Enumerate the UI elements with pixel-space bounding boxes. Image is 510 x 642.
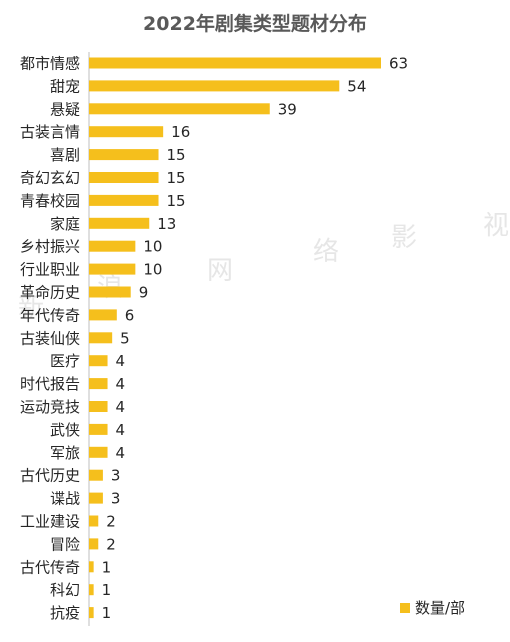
bar bbox=[89, 172, 159, 183]
category-label: 工业建设 bbox=[20, 513, 80, 531]
bar bbox=[89, 469, 103, 481]
data-label: 4 bbox=[116, 375, 126, 393]
legend: 数量/部 bbox=[400, 599, 465, 617]
bar bbox=[89, 126, 164, 138]
category-label: 科幻 bbox=[50, 581, 80, 599]
data-label: 15 bbox=[167, 146, 186, 164]
data-label: 1 bbox=[102, 581, 112, 599]
data-label: 16 bbox=[171, 123, 190, 141]
data-label: 1 bbox=[102, 604, 112, 622]
bar bbox=[89, 332, 113, 344]
bar bbox=[89, 538, 99, 550]
bar bbox=[89, 309, 117, 321]
bar bbox=[89, 492, 103, 504]
category-label: 武侠 bbox=[50, 421, 80, 439]
legend-swatch bbox=[400, 603, 410, 613]
category-label: 悬疑 bbox=[50, 100, 80, 118]
watermark-char: 影 bbox=[391, 223, 417, 253]
data-label: 13 bbox=[157, 215, 176, 233]
category-label: 古装言情 bbox=[20, 123, 80, 141]
data-label: 4 bbox=[116, 421, 126, 439]
category-label: 奇幻玄幻 bbox=[20, 169, 80, 187]
category-label: 都市情感 bbox=[20, 55, 80, 73]
bar bbox=[89, 217, 150, 229]
data-label: 3 bbox=[111, 467, 121, 485]
category-label: 冒险 bbox=[50, 535, 80, 553]
data-label: 1 bbox=[102, 558, 112, 576]
data-label: 10 bbox=[143, 238, 162, 256]
data-label: 63 bbox=[389, 55, 408, 73]
category-label: 古代历史 bbox=[20, 467, 80, 485]
data-label: 4 bbox=[116, 352, 126, 370]
bar bbox=[89, 378, 108, 390]
bar bbox=[89, 286, 131, 298]
data-label: 4 bbox=[116, 398, 126, 416]
watermark-layer: 新浪网络影视 bbox=[18, 211, 509, 323]
bar bbox=[89, 607, 94, 619]
bar bbox=[89, 240, 136, 252]
bar bbox=[89, 103, 270, 115]
category-label: 革命历史 bbox=[20, 284, 80, 302]
data-label: 5 bbox=[120, 329, 130, 347]
legend-label: 数量/部 bbox=[415, 599, 465, 617]
category-label: 喜剧 bbox=[50, 146, 80, 164]
bar bbox=[89, 57, 381, 69]
watermark-char: 络 bbox=[313, 237, 339, 267]
data-label: 3 bbox=[111, 490, 121, 508]
data-label: 15 bbox=[167, 169, 186, 187]
data-label: 6 bbox=[125, 306, 135, 324]
data-label: 39 bbox=[278, 100, 297, 118]
category-label: 乡村振兴 bbox=[20, 238, 80, 256]
bar bbox=[89, 584, 94, 596]
bar bbox=[89, 149, 159, 161]
data-label: 15 bbox=[167, 192, 186, 210]
watermark-char: 新 bbox=[18, 293, 44, 323]
category-label: 家庭 bbox=[50, 215, 80, 233]
category-label: 甜宠 bbox=[50, 77, 80, 95]
data-label: 54 bbox=[347, 77, 366, 95]
data-label: 4 bbox=[116, 444, 126, 462]
data-label: 2 bbox=[106, 535, 116, 553]
bar bbox=[89, 401, 108, 412]
bar bbox=[89, 355, 108, 367]
category-label: 年代传奇 bbox=[20, 306, 80, 324]
category-label: 时代报告 bbox=[20, 375, 80, 393]
category-label: 抗疫 bbox=[50, 604, 80, 622]
category-label: 运动竞技 bbox=[20, 398, 80, 416]
category-label: 医疗 bbox=[50, 352, 80, 370]
bar bbox=[89, 80, 340, 92]
bar bbox=[89, 263, 136, 275]
data-label: 10 bbox=[143, 261, 162, 279]
bar bbox=[89, 194, 159, 206]
category-label: 军旅 bbox=[50, 444, 80, 462]
bar bbox=[89, 423, 108, 435]
bar bbox=[89, 561, 94, 573]
bar bbox=[89, 515, 99, 527]
bar bbox=[89, 446, 108, 458]
data-label: 9 bbox=[139, 284, 149, 302]
category-label: 行业职业 bbox=[20, 261, 80, 279]
data-label: 2 bbox=[106, 513, 116, 531]
chart-title: 2022年剧集类型题材分布 bbox=[143, 12, 367, 35]
category-label: 古代传奇 bbox=[20, 558, 80, 576]
category-label: 青春校园 bbox=[20, 192, 80, 210]
watermark-char: 网 bbox=[207, 256, 233, 286]
watermark-char: 视 bbox=[483, 211, 509, 241]
category-label: 谍战 bbox=[50, 490, 80, 508]
category-label: 古装仙侠 bbox=[20, 329, 80, 347]
